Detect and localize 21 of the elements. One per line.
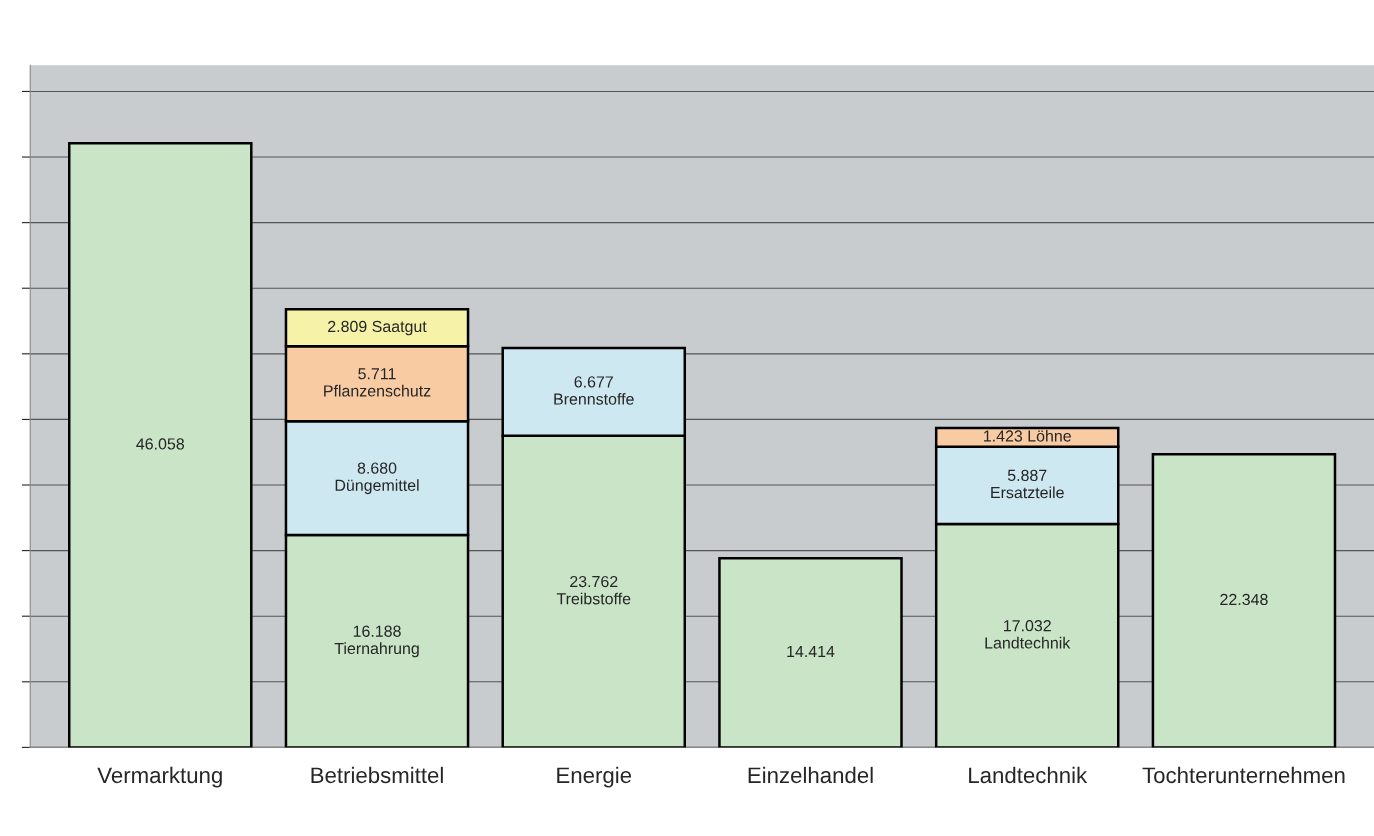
data-label: 17.032 Landtechnik xyxy=(985,620,1071,649)
data-label: 8.680 Düngemittel xyxy=(335,462,419,495)
x-tick-label: Vermarktung xyxy=(97,766,222,788)
data-label: 14.414 xyxy=(787,645,835,657)
bar xyxy=(718,557,903,748)
data-label: 22.348 xyxy=(1220,593,1268,606)
x-tick-label: Betriebsmittel xyxy=(311,766,443,784)
data-label: 5.887 Ersatzteile xyxy=(991,469,1064,499)
data-label: 2.809 Saatgut xyxy=(328,320,427,336)
data-label: 1.423 Löhne xyxy=(984,429,1071,442)
data-label: 16.188 Tiernahrung xyxy=(334,625,419,658)
data-label: 46.058 xyxy=(136,438,184,450)
x-tick-label: Einzelhandel xyxy=(748,766,873,784)
data-label: 5.711 Pflanzenschutz xyxy=(324,368,431,397)
bar xyxy=(1151,452,1337,748)
x-tick-label: Tochterunternehmen xyxy=(1142,766,1345,784)
x-tick-label: Energie xyxy=(557,766,632,788)
bar xyxy=(67,141,253,748)
data-label: 23.762 Treibstoffe xyxy=(556,575,631,605)
x-tick-label: Landtechnik xyxy=(969,766,1088,784)
data-label: 6.677 Brennstoffe xyxy=(554,376,634,405)
